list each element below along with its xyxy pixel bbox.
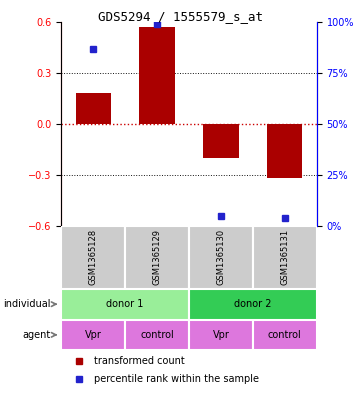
Bar <box>61 226 125 289</box>
Bar <box>189 320 253 350</box>
Text: GDS5294 / 1555579_s_at: GDS5294 / 1555579_s_at <box>98 10 262 23</box>
Text: donor 2: donor 2 <box>234 299 272 309</box>
Text: control: control <box>140 330 174 340</box>
Bar <box>253 320 317 350</box>
Text: agent: agent <box>22 330 50 340</box>
Text: GSM1365130: GSM1365130 <box>216 230 225 285</box>
Bar <box>76 93 111 124</box>
Text: percentile rank within the sample: percentile rank within the sample <box>94 374 258 384</box>
Text: Vpr: Vpr <box>212 330 229 340</box>
Text: Vpr: Vpr <box>85 330 102 340</box>
Bar <box>125 226 189 289</box>
Text: transformed count: transformed count <box>94 356 184 365</box>
Text: GSM1365131: GSM1365131 <box>280 230 289 285</box>
Bar <box>189 289 317 320</box>
Text: individual: individual <box>3 299 50 309</box>
Bar <box>189 226 253 289</box>
Text: donor 1: donor 1 <box>107 299 144 309</box>
Text: GSM1365129: GSM1365129 <box>153 230 162 285</box>
Bar <box>61 320 125 350</box>
Bar <box>61 289 189 320</box>
Bar <box>125 320 189 350</box>
Bar <box>139 27 175 124</box>
Text: control: control <box>268 330 302 340</box>
Bar <box>253 226 317 289</box>
Text: GSM1365128: GSM1365128 <box>89 230 98 285</box>
Bar <box>203 124 239 158</box>
Bar <box>267 124 302 178</box>
